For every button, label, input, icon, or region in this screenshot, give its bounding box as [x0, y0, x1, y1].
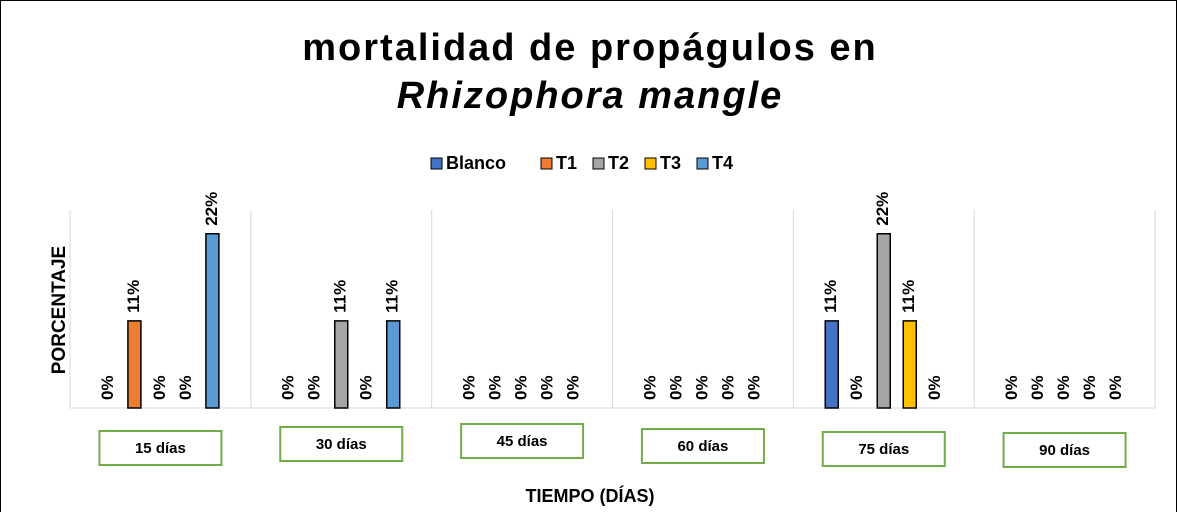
- data-label: 0%: [847, 375, 866, 400]
- x-tick-label: 30 días: [316, 436, 367, 453]
- data-label: 0%: [486, 375, 505, 400]
- bar: [127, 320, 142, 409]
- x-tick-label: 45 días: [497, 433, 548, 450]
- legend-label: T3: [660, 153, 681, 173]
- category-box: [279, 426, 404, 462]
- data-label: 22%: [873, 192, 892, 226]
- data-label: 11%: [899, 280, 918, 313]
- data-label: 0%: [564, 375, 583, 400]
- category-box: [460, 423, 585, 459]
- category-box: [1002, 432, 1127, 468]
- category-box: [640, 428, 765, 464]
- legend-label: Blanco: [446, 153, 506, 173]
- data-label: 0%: [1054, 375, 1073, 400]
- data-label: 11%: [331, 280, 350, 313]
- data-label: 0%: [538, 375, 557, 400]
- bar: [334, 320, 349, 409]
- legend-swatch: [540, 157, 553, 170]
- data-label: 0%: [98, 375, 117, 400]
- data-label: 11%: [124, 280, 143, 313]
- data-label: 0%: [666, 375, 685, 400]
- data-label: 0%: [925, 375, 944, 400]
- x-tick-label: 90 días: [1039, 442, 1090, 459]
- legend-label: T4: [712, 153, 733, 173]
- data-label: 0%: [640, 375, 659, 400]
- y-axis-label: PORCENTAJE: [49, 246, 70, 374]
- x-axis-label: TIEMPO (DÍAS): [526, 485, 655, 506]
- data-label: 0%: [1080, 375, 1099, 400]
- legend-swatch: [592, 157, 605, 170]
- data-label: 0%: [1028, 375, 1047, 400]
- data-label: 11%: [383, 280, 402, 313]
- bar: [902, 320, 917, 409]
- legend-swatch: [644, 157, 657, 170]
- data-label: 0%: [718, 375, 737, 400]
- category-box: [98, 430, 223, 466]
- x-tick-label: 15 días: [135, 440, 186, 457]
- legend-swatch: [430, 157, 443, 170]
- data-label: 0%: [150, 375, 169, 400]
- data-label: 11%: [821, 280, 840, 313]
- bar: [205, 233, 220, 409]
- data-label: 0%: [1002, 375, 1021, 400]
- data-label: 0%: [744, 375, 763, 400]
- legend-label: T1: [556, 153, 577, 173]
- data-label: 0%: [176, 375, 195, 400]
- legend-label: T2: [608, 153, 629, 173]
- x-tick-label: 60 días: [677, 438, 728, 455]
- data-label: 0%: [512, 375, 531, 400]
- data-label: 0%: [305, 375, 324, 400]
- data-label: 0%: [460, 375, 479, 400]
- legend-swatch: [696, 157, 709, 170]
- bar: [824, 320, 839, 409]
- data-label: 0%: [692, 375, 711, 400]
- bar: [876, 233, 891, 409]
- x-tick-label: 75 días: [858, 441, 909, 458]
- data-label: 0%: [357, 375, 376, 400]
- data-label: 0%: [279, 375, 298, 400]
- chart-title: mortalidad de propágulos en: [302, 27, 878, 69]
- data-label: 22%: [202, 192, 221, 226]
- bar: [386, 320, 401, 409]
- category-box: [821, 431, 946, 467]
- data-label: 0%: [1106, 375, 1125, 400]
- chart-title: Rhizophora mangle: [397, 75, 784, 117]
